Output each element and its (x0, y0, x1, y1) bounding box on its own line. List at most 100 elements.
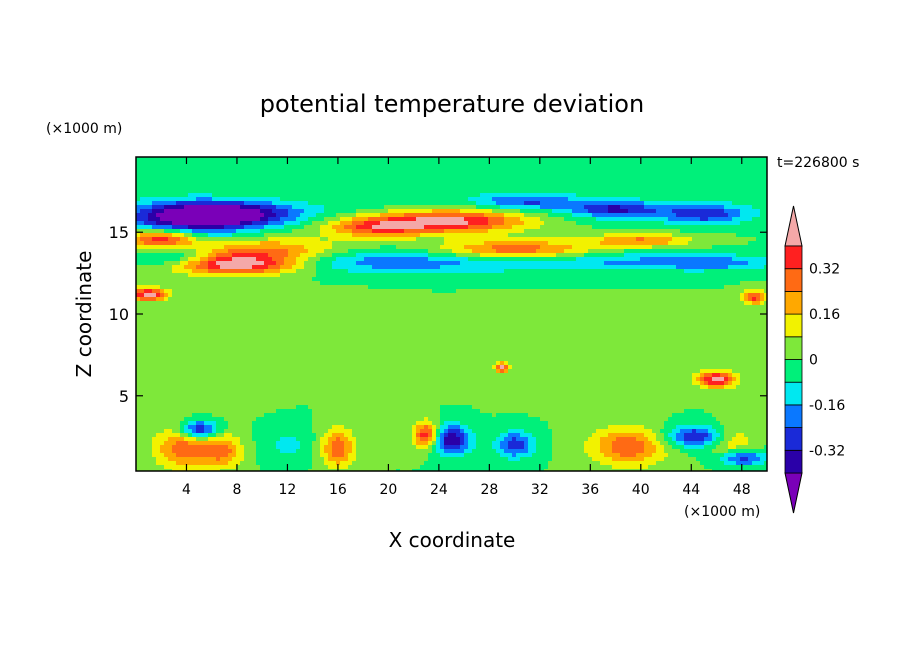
contour-cell (404, 245, 409, 250)
contour-cell (460, 257, 465, 262)
contour-cell (676, 201, 681, 206)
contour-cell (600, 253, 605, 258)
contour-cell (244, 273, 249, 278)
contour-cell (504, 245, 509, 250)
contour-cell (524, 193, 529, 198)
contour-cell (200, 157, 205, 162)
contour-cell (420, 273, 425, 278)
contour-cell (732, 277, 737, 282)
contour-cell (520, 157, 525, 162)
contour-cell (240, 273, 245, 278)
contour-cell (664, 157, 669, 162)
contour-cell (556, 185, 561, 190)
contour-cell (324, 225, 329, 230)
contour-cell (748, 205, 753, 210)
contour-cell (332, 245, 337, 250)
contour-cell (576, 253, 581, 258)
contour-cell (724, 241, 729, 246)
contour-cell (620, 157, 625, 162)
contour-cell (712, 173, 717, 178)
contour-cell (356, 193, 361, 198)
contour-cell (452, 165, 457, 170)
contour-cell (628, 237, 633, 242)
contour-cell (272, 185, 277, 190)
contour-cell (596, 265, 601, 270)
contour-cell (712, 237, 717, 242)
contour-cell (168, 229, 173, 234)
contour-cell (656, 245, 661, 250)
contour-cell (460, 249, 465, 254)
contour-cell (560, 265, 565, 270)
contour-cell (280, 225, 285, 230)
contour-cell (264, 213, 269, 218)
contour-cell (188, 245, 193, 250)
contour-cell (412, 229, 417, 234)
contour-cell (604, 273, 609, 278)
contour-cell (612, 173, 617, 178)
contour-cell (692, 193, 697, 198)
contour-cell (460, 165, 465, 170)
contour-cell (272, 257, 277, 262)
contour-cell (228, 205, 233, 210)
contour-cell (300, 261, 305, 266)
contour-cell (520, 165, 525, 170)
contour-cell (396, 173, 401, 178)
contour-cell (372, 265, 377, 270)
contour-cell (764, 221, 768, 226)
contour-cell (660, 173, 665, 178)
contour-cell (172, 233, 177, 238)
contour-cell (500, 217, 505, 222)
contour-cell (440, 209, 445, 214)
contour-cell (456, 281, 461, 286)
contour-cell (648, 197, 653, 202)
contour-cell (476, 177, 481, 182)
contour-cell (200, 233, 205, 238)
contour-cell (288, 197, 293, 202)
contour-cell (248, 197, 253, 202)
contour-cell (744, 233, 749, 238)
contour-cell (600, 157, 605, 162)
contour-cell (432, 233, 437, 238)
contour-cell (500, 165, 505, 170)
contour-cell (344, 213, 349, 218)
contour-cell (608, 253, 613, 258)
contour-cell (348, 173, 353, 178)
contour-cell (160, 229, 165, 234)
contour-cell (404, 157, 409, 162)
contour-cell (616, 221, 621, 226)
contour-cell (216, 225, 221, 230)
contour-cell (436, 233, 441, 238)
contour-cell (436, 257, 441, 262)
contour-cell (292, 265, 297, 270)
contour-cell (244, 185, 249, 190)
contour-cell (260, 229, 265, 234)
contour-cell (336, 181, 341, 186)
contour-cell (276, 265, 281, 270)
contour-cell (520, 273, 525, 278)
contour-cell (328, 237, 333, 242)
contour-cell (388, 181, 393, 186)
contour-cell (620, 177, 625, 182)
contour-cell (276, 269, 281, 274)
contour-cell (180, 277, 185, 282)
contour-cell (200, 181, 205, 186)
contour-cell (440, 185, 445, 190)
contour-cell (496, 225, 501, 230)
contour-cell (332, 177, 337, 182)
contour-cell (532, 169, 537, 174)
contour-cell (172, 185, 177, 190)
contour-cell (140, 177, 145, 182)
contour-cell (704, 157, 709, 162)
contour-cell (668, 189, 673, 194)
contour-cell (380, 165, 385, 170)
contour-cell (720, 173, 725, 178)
contour-cell (140, 185, 145, 190)
contour-cell (244, 241, 249, 246)
contour-cell (160, 237, 165, 242)
contour-cell (564, 201, 569, 206)
contour-cell (680, 165, 685, 170)
contour-cell (176, 233, 181, 238)
contour-cell (136, 193, 141, 198)
contour-cell (220, 205, 225, 210)
contour-cell (688, 205, 693, 210)
